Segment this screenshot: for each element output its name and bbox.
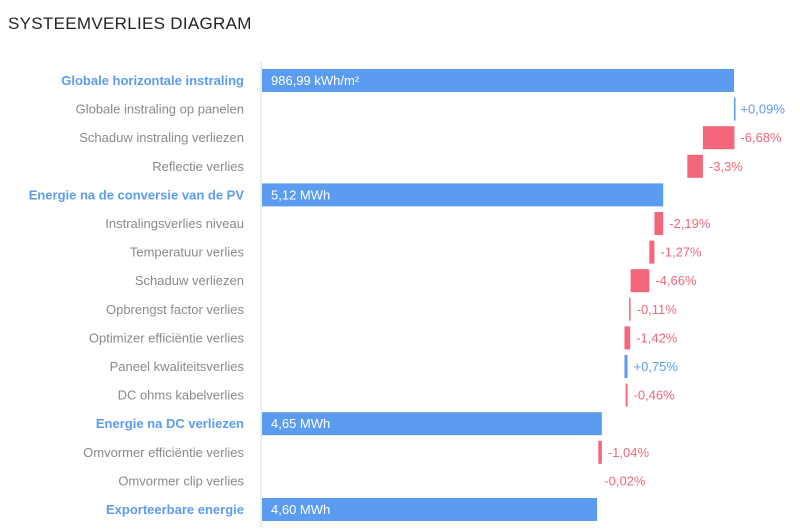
category-label: Globale instraling op panelen — [76, 102, 244, 117]
loss-bar — [687, 154, 703, 178]
category-label: Optimizer efficiëntie verlies — [89, 330, 245, 345]
category-label: Reflectie verlies — [152, 159, 244, 174]
delta-label: -1,04% — [608, 445, 650, 460]
gain-bar — [624, 355, 628, 378]
total-bar-value: 4,60 MWh — [271, 502, 330, 517]
category-label: Energie na DC verliezen — [96, 416, 244, 431]
category-label: Energie na de conversie van de PV — [29, 187, 245, 202]
delta-label: -1,42% — [636, 330, 678, 345]
category-label: Instralingsverlies niveau — [105, 216, 244, 231]
category-label: Opbrengst factor verlies — [106, 302, 245, 317]
category-label: Schaduw instraling verliezen — [79, 130, 244, 145]
delta-label: -0,11% — [637, 302, 678, 317]
delta-label: +0,09% — [740, 102, 785, 117]
category-label: Globale horizontale instraling — [61, 73, 244, 88]
delta-label: -1,27% — [660, 245, 702, 260]
total-bar — [262, 183, 664, 207]
gain-bar — [734, 97, 736, 121]
loss-bar — [630, 269, 650, 293]
loss-bar — [629, 297, 631, 321]
category-label: DC ohms kabelverlies — [118, 388, 245, 403]
delta-label: -0,02% — [604, 473, 646, 488]
delta-label: -4,66% — [655, 273, 697, 288]
category-label: Exporteerbare energie — [106, 502, 244, 517]
total-bar — [262, 412, 602, 436]
total-bar-value: 4,65 MWh — [271, 416, 330, 431]
delta-label: -0,46% — [633, 388, 675, 403]
page-title: SYSTEEMVERLIES DIAGRAM — [8, 14, 252, 33]
total-bar-value: 5,12 MWh — [271, 187, 330, 202]
loss-bar — [624, 326, 631, 350]
loss-bar — [702, 126, 735, 150]
delta-label: +0,75% — [633, 359, 678, 374]
loss-bar — [598, 440, 602, 464]
delta-label: -2,19% — [669, 216, 711, 231]
category-label: Temperatuur verlies — [130, 245, 245, 260]
category-label: Omvormer efficiëntie verlies — [83, 445, 244, 460]
category-label: Paneel kwaliteitsverlies — [110, 359, 245, 374]
loss-bar — [649, 240, 655, 264]
category-label: Omvormer clip verlies — [118, 473, 244, 488]
loss-bar — [625, 383, 628, 407]
delta-label: -3,3% — [709, 159, 743, 174]
total-bar — [262, 498, 598, 521]
total-bar — [262, 69, 734, 92]
loss-bar — [654, 212, 664, 235]
category-label: Schaduw verliezen — [135, 273, 244, 288]
delta-label: -6,68% — [740, 130, 782, 145]
total-bar-value: 986,99 kWh/m² — [271, 73, 360, 88]
